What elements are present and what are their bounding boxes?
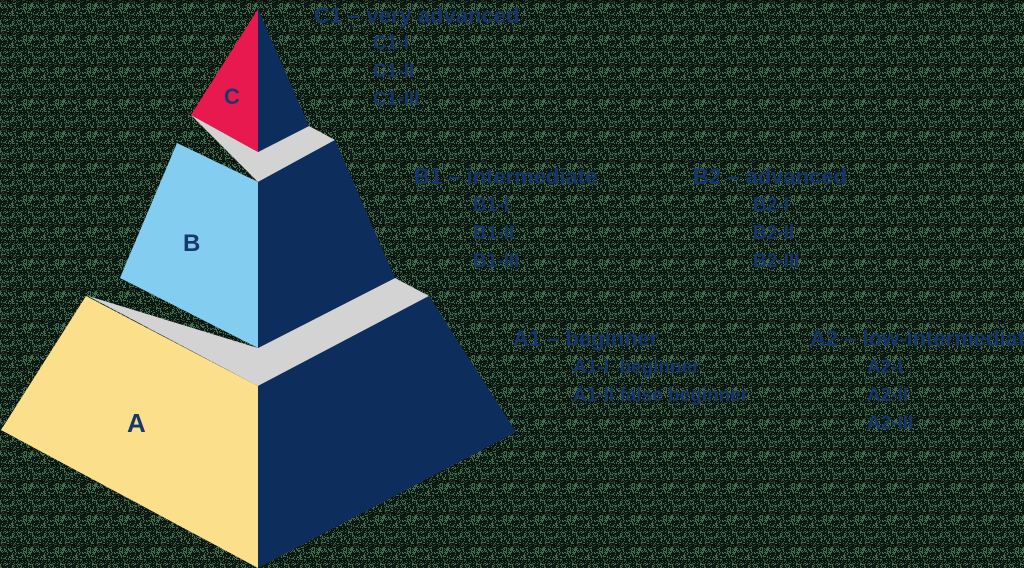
svg-text:B: B bbox=[183, 230, 200, 257]
svg-text:A: A bbox=[127, 408, 146, 438]
svg-text:C: C bbox=[224, 84, 240, 109]
